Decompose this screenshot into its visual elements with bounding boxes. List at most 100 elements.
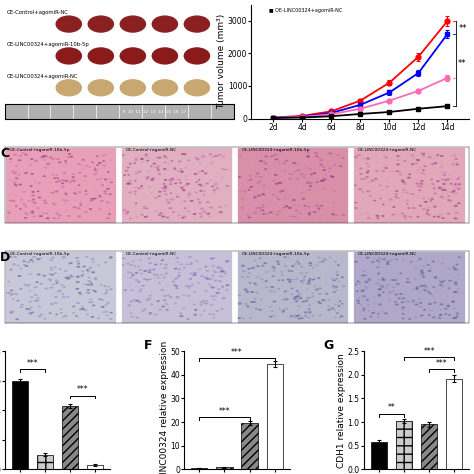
Ellipse shape: [251, 162, 253, 163]
Ellipse shape: [199, 184, 201, 185]
Text: OE-Control+agomiR-10b-5p: OE-Control+agomiR-10b-5p: [9, 148, 70, 152]
Ellipse shape: [367, 158, 369, 159]
Ellipse shape: [152, 80, 177, 96]
Ellipse shape: [450, 200, 453, 201]
Ellipse shape: [162, 188, 164, 189]
Ellipse shape: [75, 200, 77, 201]
Ellipse shape: [120, 80, 146, 96]
Ellipse shape: [327, 174, 329, 175]
Text: OE-Control+agomiR-10b-5p: OE-Control+agomiR-10b-5p: [9, 252, 70, 256]
Ellipse shape: [58, 291, 60, 292]
Ellipse shape: [45, 288, 48, 289]
Ellipse shape: [147, 171, 150, 172]
Ellipse shape: [38, 197, 41, 198]
Ellipse shape: [156, 157, 159, 158]
Ellipse shape: [33, 216, 35, 217]
Bar: [191, 468, 208, 469]
Ellipse shape: [47, 157, 49, 158]
Ellipse shape: [227, 169, 228, 170]
Text: OE-LINC00324+agomiR-NC: OE-LINC00324+agomiR-NC: [7, 73, 79, 79]
Ellipse shape: [159, 191, 161, 192]
Ellipse shape: [256, 176, 258, 177]
Ellipse shape: [56, 16, 82, 32]
Ellipse shape: [323, 178, 325, 179]
Ellipse shape: [162, 216, 164, 217]
Text: OE-Control+agomiR-NC: OE-Control+agomiR-NC: [7, 10, 69, 15]
Text: ***: ***: [231, 348, 243, 357]
Ellipse shape: [8, 212, 10, 213]
Y-axis label: LINC00324 relative expression: LINC00324 relative expression: [160, 341, 169, 474]
Ellipse shape: [59, 162, 61, 163]
Ellipse shape: [19, 184, 21, 185]
Ellipse shape: [454, 189, 456, 190]
Ellipse shape: [298, 293, 301, 294]
Ellipse shape: [307, 156, 310, 157]
FancyBboxPatch shape: [353, 251, 465, 323]
Ellipse shape: [440, 282, 443, 283]
Ellipse shape: [74, 193, 77, 194]
Ellipse shape: [47, 163, 50, 164]
Ellipse shape: [32, 191, 34, 192]
Ellipse shape: [419, 161, 420, 162]
Ellipse shape: [316, 205, 319, 206]
Ellipse shape: [13, 182, 16, 183]
Ellipse shape: [308, 281, 310, 282]
Ellipse shape: [107, 218, 109, 219]
Ellipse shape: [15, 185, 18, 186]
Ellipse shape: [452, 301, 454, 302]
Ellipse shape: [138, 188, 140, 189]
Ellipse shape: [304, 215, 307, 216]
Ellipse shape: [454, 218, 457, 219]
Ellipse shape: [50, 157, 52, 158]
Ellipse shape: [287, 279, 290, 280]
Ellipse shape: [329, 153, 331, 154]
Ellipse shape: [267, 157, 269, 158]
Ellipse shape: [295, 210, 298, 211]
Ellipse shape: [183, 154, 186, 155]
Ellipse shape: [105, 179, 107, 180]
Bar: [241, 423, 258, 469]
Ellipse shape: [34, 202, 36, 203]
Ellipse shape: [158, 215, 161, 216]
Ellipse shape: [128, 305, 131, 306]
FancyBboxPatch shape: [237, 251, 348, 323]
Ellipse shape: [66, 210, 68, 211]
Ellipse shape: [443, 183, 445, 184]
Text: OE-LINC00324+agomiR-10b-5p: OE-LINC00324+agomiR-10b-5p: [242, 148, 310, 152]
Ellipse shape: [88, 16, 113, 32]
Ellipse shape: [372, 180, 374, 181]
FancyBboxPatch shape: [237, 147, 348, 223]
Ellipse shape: [297, 179, 299, 180]
Text: OE-LINC00324+agomiR-NC: OE-LINC00324+agomiR-NC: [358, 148, 417, 152]
Ellipse shape: [442, 172, 444, 173]
Text: ***: ***: [27, 359, 38, 368]
Ellipse shape: [37, 274, 40, 275]
Ellipse shape: [286, 153, 289, 154]
FancyBboxPatch shape: [121, 147, 232, 223]
Y-axis label: Tumor volume (mm³): Tumor volume (mm³): [217, 14, 226, 109]
Ellipse shape: [165, 188, 168, 189]
Ellipse shape: [251, 191, 253, 192]
Ellipse shape: [67, 278, 70, 279]
Ellipse shape: [293, 200, 295, 201]
Ellipse shape: [366, 257, 369, 258]
Ellipse shape: [120, 48, 146, 64]
Ellipse shape: [27, 172, 29, 173]
Ellipse shape: [169, 208, 172, 209]
Ellipse shape: [275, 183, 278, 184]
Bar: [37, 455, 53, 469]
Text: OE-LINC00324+agomiR-NC: OE-LINC00324+agomiR-NC: [358, 252, 417, 256]
Ellipse shape: [417, 172, 419, 173]
Text: OE-LINC00324+agomiR-10b-5p: OE-LINC00324+agomiR-10b-5p: [7, 42, 90, 47]
Ellipse shape: [210, 207, 212, 208]
Ellipse shape: [73, 207, 76, 208]
Ellipse shape: [248, 192, 251, 193]
Ellipse shape: [264, 175, 267, 176]
Ellipse shape: [164, 300, 166, 301]
Ellipse shape: [443, 172, 446, 173]
Ellipse shape: [408, 177, 410, 178]
FancyBboxPatch shape: [353, 147, 465, 223]
Ellipse shape: [215, 155, 217, 156]
Ellipse shape: [322, 300, 325, 301]
Ellipse shape: [263, 185, 265, 186]
